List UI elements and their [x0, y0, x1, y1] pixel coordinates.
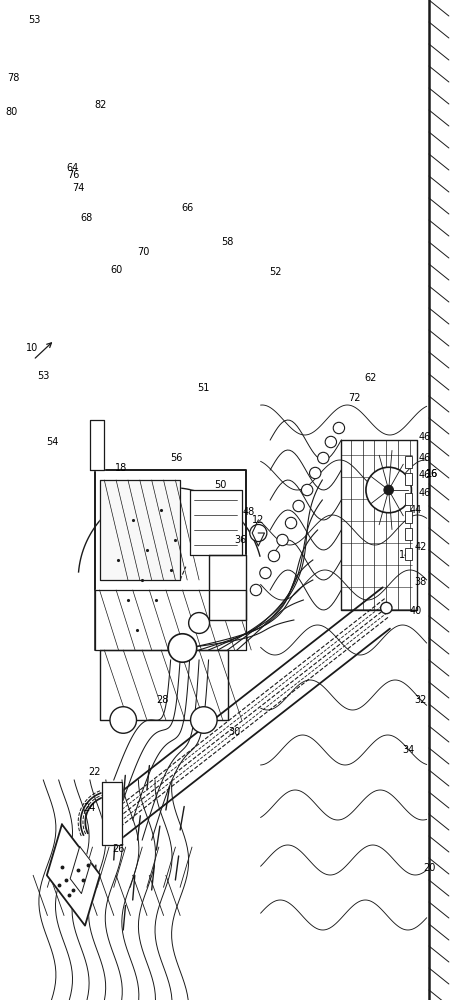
Circle shape: [325, 436, 337, 448]
Bar: [405, 548, 412, 560]
Circle shape: [381, 602, 392, 614]
Text: 32: 32: [415, 695, 427, 705]
Text: 16: 16: [426, 469, 438, 479]
Polygon shape: [95, 590, 246, 650]
Text: 62: 62: [365, 373, 377, 383]
Text: 18: 18: [115, 463, 127, 473]
Text: 53: 53: [37, 371, 50, 381]
Circle shape: [268, 550, 280, 562]
Circle shape: [168, 634, 197, 662]
Text: 46: 46: [418, 432, 430, 442]
Text: 42: 42: [415, 542, 427, 552]
Polygon shape: [47, 824, 100, 926]
Text: 22: 22: [89, 767, 101, 777]
Polygon shape: [100, 480, 180, 580]
Text: 44: 44: [410, 505, 422, 515]
Text: 51: 51: [198, 383, 210, 393]
Text: 46: 46: [418, 488, 430, 498]
Circle shape: [318, 452, 329, 464]
Bar: [405, 528, 412, 540]
Text: 38: 38: [415, 577, 427, 587]
Text: 36: 36: [235, 535, 247, 545]
Text: 14: 14: [399, 550, 411, 560]
Polygon shape: [100, 650, 228, 720]
Text: 50: 50: [214, 480, 227, 490]
Text: 66: 66: [181, 203, 193, 213]
Circle shape: [310, 467, 321, 479]
Text: 28: 28: [156, 695, 168, 705]
Text: 70: 70: [137, 247, 149, 257]
Text: 76: 76: [67, 170, 80, 180]
Circle shape: [189, 613, 210, 633]
Circle shape: [384, 485, 393, 495]
Circle shape: [110, 707, 137, 733]
Circle shape: [366, 467, 411, 513]
Text: 52: 52: [270, 267, 282, 277]
Circle shape: [191, 707, 217, 733]
Circle shape: [293, 500, 304, 512]
Polygon shape: [90, 420, 104, 470]
Text: 68: 68: [80, 213, 92, 223]
Text: 30: 30: [228, 727, 241, 737]
Circle shape: [250, 524, 267, 542]
Text: 82: 82: [94, 100, 107, 110]
Text: 48: 48: [242, 507, 255, 517]
Circle shape: [301, 484, 313, 496]
Text: 60: 60: [110, 265, 122, 275]
Polygon shape: [102, 782, 122, 845]
Circle shape: [260, 567, 271, 579]
Bar: [405, 493, 412, 505]
Text: 26: 26: [112, 844, 125, 854]
Circle shape: [285, 517, 297, 529]
Text: 56: 56: [170, 453, 182, 463]
Text: 80: 80: [6, 107, 18, 117]
Polygon shape: [190, 490, 242, 555]
Bar: [405, 456, 412, 468]
Text: 16: 16: [426, 469, 438, 479]
Text: 34: 34: [402, 745, 415, 755]
Circle shape: [250, 584, 262, 596]
Polygon shape: [209, 555, 246, 620]
Text: 46: 46: [418, 453, 430, 463]
Circle shape: [333, 422, 345, 434]
Text: 12: 12: [252, 515, 264, 525]
Text: 24: 24: [83, 803, 95, 813]
Text: 58: 58: [221, 237, 234, 247]
Text: 78: 78: [7, 73, 19, 83]
Text: 72: 72: [348, 393, 361, 403]
Polygon shape: [70, 846, 91, 894]
Text: 64: 64: [66, 163, 78, 173]
Polygon shape: [95, 470, 246, 650]
Text: 53: 53: [28, 15, 40, 25]
Bar: [405, 473, 412, 485]
Polygon shape: [341, 440, 417, 610]
Text: 20: 20: [423, 863, 435, 873]
Text: 54: 54: [46, 437, 58, 447]
Circle shape: [277, 534, 288, 546]
Text: 10: 10: [26, 343, 38, 353]
Text: 74: 74: [72, 183, 84, 193]
Bar: [405, 511, 412, 523]
Text: 46: 46: [418, 470, 430, 480]
Text: 40: 40: [410, 606, 422, 616]
